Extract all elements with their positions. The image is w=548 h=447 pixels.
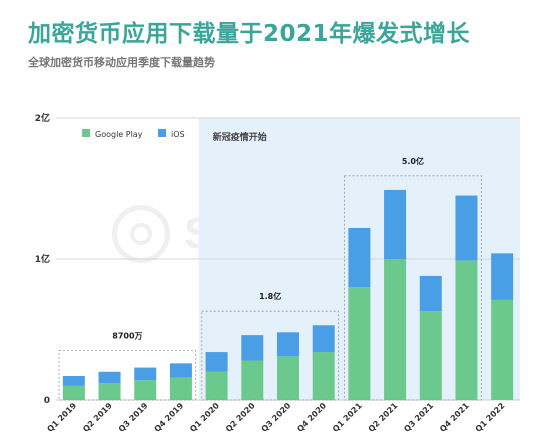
legend-swatch-ios (158, 129, 166, 137)
bar-ios (491, 253, 514, 300)
y-tick-label: 0 (44, 396, 50, 406)
x-tick-label: Q2 2020 (224, 401, 257, 434)
bar-google-play (98, 383, 121, 400)
legend-label-google-play: Google Play (95, 130, 143, 139)
x-tick-label: Q1 2021 (331, 401, 364, 434)
x-tick-label: Q1 2020 (188, 401, 221, 434)
bar-ios (62, 376, 85, 386)
bar-ios (419, 275, 442, 312)
annotation-label: 1.8亿 (259, 291, 281, 301)
bar-ios (348, 227, 371, 288)
y-tick-label: 2亿 (35, 112, 50, 124)
x-tick-label: Q1 2022 (474, 401, 507, 434)
legend-swatch-google-play (82, 129, 90, 137)
y-tick-label: 1亿 (35, 253, 50, 265)
x-tick-label: Q2 2021 (367, 401, 400, 434)
chart-title: 加密货币应用下载量于2021年爆发式增长 (28, 21, 471, 47)
bar-google-play (384, 259, 407, 400)
bar-ios (205, 352, 228, 372)
annotation-box (201, 310, 339, 401)
legend-label-ios: iOS (171, 130, 185, 139)
annotation-box (58, 350, 197, 401)
bar-google-play (205, 371, 228, 400)
bar-google-play (241, 360, 264, 400)
x-tick-label: Q4 2019 (153, 401, 186, 434)
bar-google-play (134, 380, 157, 400)
covid-region-label: 新冠疫情开始 (213, 131, 267, 143)
x-tick-label: Q4 2021 (438, 401, 471, 434)
annotation-box (344, 175, 482, 401)
x-tick-label: Q4 2020 (295, 401, 328, 434)
annotation-label: 5.0亿 (402, 156, 424, 166)
bar-ios (455, 195, 478, 261)
bar-google-play (169, 377, 192, 400)
bar-ios (169, 363, 192, 378)
bar-google-play (62, 385, 85, 400)
bar-google-play (491, 299, 514, 400)
chart-subtitle: 全球加密货币移动应用季度下载量趋势 (28, 56, 215, 69)
x-tick-label: Q1 2019 (45, 401, 78, 434)
x-tick-label: Q2 2019 (81, 401, 114, 434)
x-tick-label: Q3 2021 (402, 401, 435, 434)
bar-google-play (312, 352, 335, 400)
x-tick-label: Q3 2020 (260, 401, 293, 434)
bar-ios (312, 325, 335, 353)
bar-ios (384, 189, 407, 259)
bar-google-play (277, 356, 299, 400)
bar-google-play (348, 287, 371, 400)
bar-google-play (455, 260, 478, 400)
bar-ios (277, 332, 299, 357)
bar-google-play (419, 311, 442, 400)
bar-ios (241, 335, 264, 361)
bar-ios (98, 371, 121, 384)
bar-ios (134, 367, 157, 381)
annotation-label: 8700万 (112, 332, 142, 341)
x-tick-label: Q3 2019 (117, 401, 150, 434)
